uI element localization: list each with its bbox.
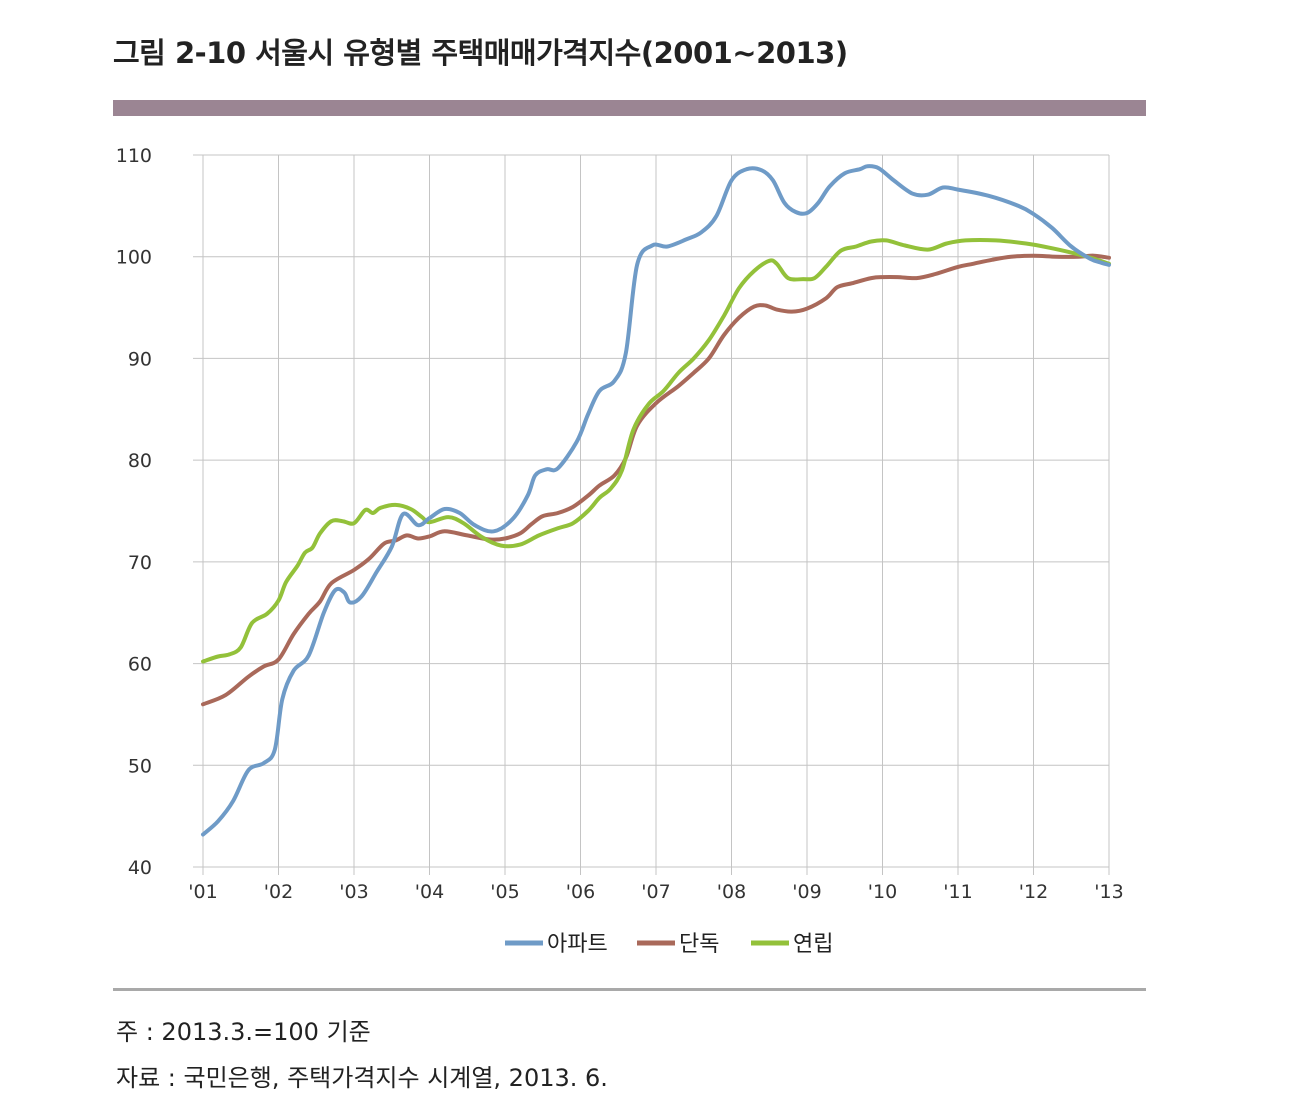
x-tick-label: '08 [717,881,746,903]
chart-grid [193,154,1110,875]
source-note: 자료 : 국민은행, 주택가격지수 시계열, 2013. 6. [116,1064,608,1092]
legend-label: 연립 [793,932,833,957]
y-tick-label: 50 [128,755,152,777]
y-tick-label: 40 [128,857,152,879]
series-line-0 [201,164,1111,837]
chart-legend: 아파트 단독 연립 [505,932,833,957]
y-tick-label: 90 [128,348,152,370]
x-tick-label: '04 [415,881,444,903]
line-chart: 40 50 60 70 80 90 100 110 '01 '02 '03 '04 '05 '06 '07… [116,145,1124,957]
bottom-divider [113,988,1146,991]
figure-title: 그림 2-10 서울시 유형별 주택매매가격지수(2001~2013) [113,36,848,70]
x-tick-label: '10 [868,881,897,903]
x-tick-label: '01 [188,881,217,903]
y-tick-label: 110 [116,145,152,167]
legend-label: 아파트 [547,932,608,957]
x-tick-label: '11 [943,881,972,903]
x-tick-label: '02 [264,881,293,903]
basis-note: 주 : 2013.3.=100 기준 [116,1018,371,1046]
x-tick-label: '07 [641,881,670,903]
x-tick-label: '03 [339,881,368,903]
y-tick-label: 100 [116,247,152,269]
x-tick-label: '05 [490,881,519,903]
y-tick-label: 80 [128,450,152,472]
x-tick-label: '09 [792,881,821,903]
title-underline-bar [113,100,1146,116]
x-tick-label: '12 [1019,881,1048,903]
y-axis-ticks: 40 50 60 70 80 90 100 110 [116,145,152,879]
x-tick-label: '06 [566,881,595,903]
y-tick-label: 60 [128,654,152,676]
chart-series [201,164,1111,837]
legend-label: 단독 [679,932,719,957]
x-axis-ticks: '01 '02 '03 '04 '05 '06 '07 '08 '09 '10 '11 '12 '13 [188,881,1123,903]
x-tick-label: '13 [1094,881,1123,903]
y-tick-label: 70 [128,552,152,574]
series-line-2 [201,238,1111,664]
